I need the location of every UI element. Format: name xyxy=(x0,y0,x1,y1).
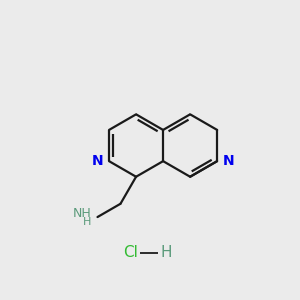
Text: N: N xyxy=(223,154,234,168)
Text: H: H xyxy=(83,218,92,227)
Text: Cl: Cl xyxy=(123,245,138,260)
Text: N: N xyxy=(92,154,104,168)
Text: H: H xyxy=(160,245,172,260)
Text: NH: NH xyxy=(73,207,92,220)
